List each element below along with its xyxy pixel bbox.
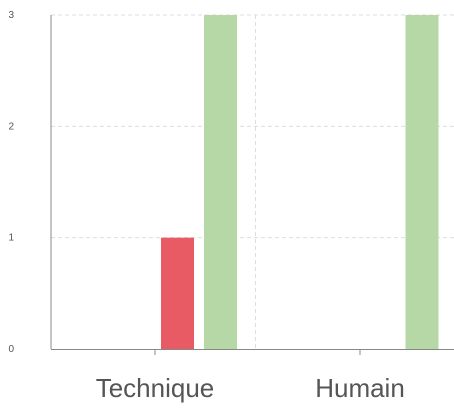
y-tick-label: 2	[8, 121, 14, 132]
grid-layer	[51, 14, 454, 349]
axis-layer	[50, 15, 454, 350]
y-tick-label: 3	[8, 10, 14, 21]
x-tick-labels: Technique Humain	[96, 349, 405, 403]
bar-layer	[161, 15, 439, 349]
x-tick-label: Technique	[96, 373, 215, 403]
bar	[204, 15, 237, 349]
y-tick-label: 0	[8, 344, 14, 355]
y-tick-labels: 0 1 2 3	[8, 10, 14, 355]
bar	[405, 15, 439, 349]
x-tick-label: Humain	[315, 373, 405, 403]
y-tick-label: 1	[8, 233, 14, 244]
bar	[161, 237, 194, 349]
